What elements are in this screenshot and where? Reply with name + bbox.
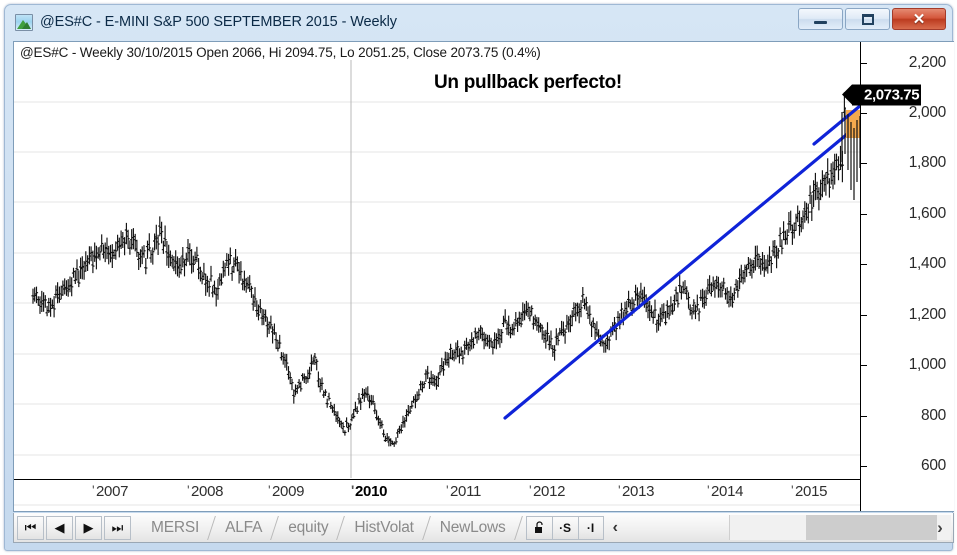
y-tick-label-1000: 1,000 (908, 356, 947, 373)
window-titlebar[interactable]: @ES#C - E-MINI S&P 500 SEPTEMBER 2015 - … (9, 8, 948, 36)
y-tick-mark (861, 365, 867, 366)
x-axis: 2007 2008 2009 2010 2011 2012 2013 2014 … (14, 479, 861, 511)
y-tick-mark (861, 214, 867, 215)
nav-next-button[interactable]: ▶ (75, 515, 102, 540)
y-tick-mark (861, 113, 867, 114)
horizontal-scrollbar[interactable]: › (729, 515, 951, 540)
y-tick-label-1200: 1,200 (908, 306, 947, 323)
x-tick-2011: 2011 (446, 482, 481, 500)
y-tick-mark (861, 466, 867, 467)
sheet-navigation-buttons: ⏮ ◀ ▶ ⏭ (14, 515, 133, 540)
y-tick-label-2200: 2,200 (908, 54, 947, 71)
chart-plot-canvas[interactable] (14, 42, 861, 511)
sheet-tabs: MERSI ALFA equity HistVolat NewLows (137, 515, 518, 541)
nav-last-button[interactable]: ⏭ (104, 515, 131, 540)
y-tick-mark (861, 315, 867, 316)
price-bars (31, 92, 846, 447)
nav-prev-button[interactable]: ◀ (46, 515, 73, 540)
x-tick-2013: 2013 (618, 482, 654, 500)
bottom-tab-strip: ⏮ ◀ ▶ ⏭ MERSI ALFA equity HistVolat NewL… (13, 513, 954, 543)
trendline (503, 120, 861, 420)
y-tick-label-1800: 1,800 (908, 154, 947, 171)
scroll-right-button[interactable]: › (937, 517, 943, 537)
x-tick-2007: 2007 (92, 482, 128, 500)
window-controls: ✕ (798, 8, 946, 30)
maximize-icon (861, 13, 874, 25)
x-tick-2010: 2010 (351, 482, 387, 500)
y-tick-label-1600: 1,600 (908, 205, 947, 222)
tab-tool-buttons: ·S ·I (525, 515, 604, 540)
close-button[interactable]: ✕ (892, 8, 946, 30)
chart-annotation-text: Un pullback perfecto! (434, 72, 622, 93)
tab-equity[interactable]: equity (274, 515, 340, 541)
current-price-marker: 2,073.75 (841, 84, 922, 106)
nav-first-button[interactable]: ⏮ (17, 515, 44, 540)
y-tick-mark (861, 264, 867, 265)
x-tick-2015: 2015 (791, 482, 827, 500)
y-tick-mark (861, 416, 867, 417)
window-title: @ES#C - E-MINI S&P 500 SEPTEMBER 2015 - … (40, 14, 397, 30)
minimize-button[interactable] (798, 8, 843, 30)
x-tick-2009: 2009 (268, 482, 304, 500)
tab-mersi[interactable]: MERSI (137, 515, 211, 541)
y-tick-label-1400: 1,400 (908, 255, 947, 272)
trendline-extension (812, 103, 861, 146)
y-tick-label-800: 800 (921, 407, 946, 424)
horizontal-gridlines (14, 101, 861, 506)
y-tick-mark (861, 63, 867, 64)
x-tick-2012: 2012 (529, 482, 565, 500)
close-icon: ✕ (912, 10, 926, 28)
quote-info-line: @ES#C - Weekly 30/10/2015 Open 2066, Hi … (20, 45, 541, 60)
minimize-icon (814, 20, 827, 24)
y-tick-mark (861, 163, 867, 164)
lock-button[interactable] (525, 515, 552, 540)
tab-newlows[interactable]: NewLows (426, 515, 518, 541)
maximize-button[interactable] (845, 8, 890, 30)
chart-app-icon (15, 13, 33, 31)
scrollbar-thumb[interactable] (806, 515, 937, 540)
lock-icon (534, 521, 543, 533)
symbol-button[interactable]: ·S (551, 515, 578, 540)
scroll-left-chevron[interactable]: ‹ (612, 518, 618, 536)
y-tick-label-600: 600 (921, 457, 946, 474)
chart-client-area[interactable]: @ES#C - Weekly 30/10/2015 Open 2066, Hi … (13, 41, 954, 512)
tab-alfa[interactable]: ALFA (211, 515, 274, 541)
chart-window: @ES#C - E-MINI S&P 500 SEPTEMBER 2015 - … (4, 4, 954, 551)
interval-button[interactable]: ·I (577, 515, 604, 540)
tab-histvolat[interactable]: HistVolat (340, 515, 425, 541)
x-tick-2014: 2014 (707, 482, 743, 500)
x-tick-2008: 2008 (187, 482, 223, 500)
y-tick-label-2000: 2,000 (908, 104, 947, 121)
price-axis[interactable]: 2,200 2,000 1,800 1,600 1,400 1,200 1,00… (841, 42, 954, 511)
